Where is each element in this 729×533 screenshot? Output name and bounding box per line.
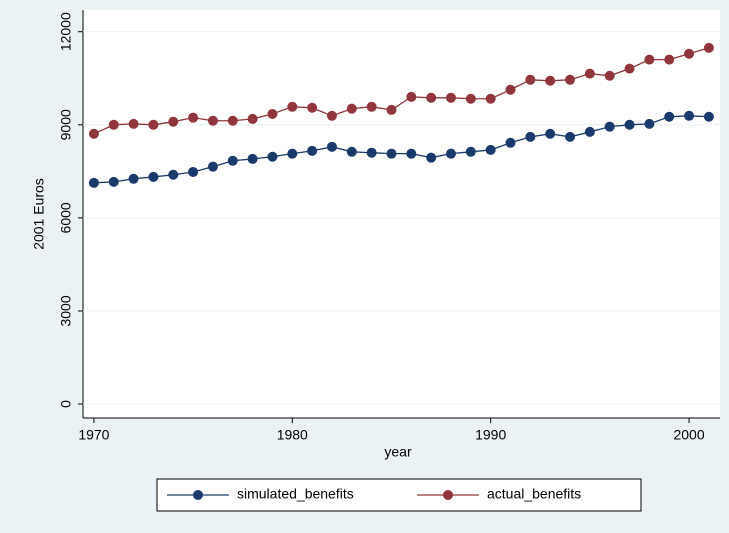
data-point bbox=[565, 131, 576, 142]
y-tick-label: 3000 bbox=[58, 295, 74, 326]
data-point bbox=[287, 148, 298, 159]
data-point bbox=[326, 110, 337, 121]
legend-label: actual_benefits bbox=[487, 486, 581, 502]
data-point bbox=[565, 74, 576, 85]
y-axis-title: 2001 Euros bbox=[31, 178, 47, 250]
data-point bbox=[604, 70, 615, 81]
x-axis-title: year bbox=[384, 444, 412, 460]
data-point bbox=[584, 68, 595, 79]
legend-marker bbox=[443, 490, 453, 500]
y-tick-label: 9000 bbox=[58, 109, 74, 140]
data-point bbox=[584, 126, 595, 137]
data-point bbox=[108, 119, 119, 130]
data-point bbox=[426, 152, 437, 163]
data-point bbox=[207, 115, 218, 126]
data-point bbox=[188, 112, 199, 123]
data-point bbox=[406, 91, 417, 102]
data-point bbox=[426, 92, 437, 103]
data-point bbox=[128, 173, 139, 184]
x-tick-label: 1990 bbox=[475, 427, 506, 443]
data-point bbox=[188, 166, 199, 177]
data-point bbox=[346, 146, 357, 157]
data-point bbox=[108, 176, 119, 187]
data-point bbox=[485, 93, 496, 104]
data-point bbox=[684, 48, 695, 59]
data-point bbox=[247, 153, 258, 164]
data-point bbox=[624, 119, 635, 130]
data-point bbox=[703, 42, 714, 53]
data-point bbox=[88, 177, 99, 188]
data-point bbox=[445, 148, 456, 159]
legend-label: simulated_benefits bbox=[237, 486, 354, 502]
data-point bbox=[207, 161, 218, 172]
data-point bbox=[525, 74, 536, 85]
data-point bbox=[386, 148, 397, 159]
data-point bbox=[406, 148, 417, 159]
x-tick-label: 1980 bbox=[277, 427, 308, 443]
y-tick-label: 12000 bbox=[58, 12, 74, 51]
data-point bbox=[465, 93, 476, 104]
data-point bbox=[465, 146, 476, 157]
plot-area bbox=[83, 10, 720, 418]
data-point bbox=[505, 84, 516, 95]
data-point bbox=[664, 111, 675, 122]
data-point bbox=[267, 108, 278, 119]
data-point bbox=[88, 128, 99, 139]
data-point bbox=[307, 145, 318, 156]
data-point bbox=[307, 102, 318, 113]
data-point bbox=[644, 118, 655, 129]
data-point bbox=[168, 169, 179, 180]
data-point bbox=[386, 104, 397, 115]
data-point bbox=[505, 137, 516, 148]
data-point bbox=[545, 128, 556, 139]
data-point bbox=[525, 131, 536, 142]
data-point bbox=[287, 101, 298, 112]
x-tick-label: 1970 bbox=[78, 427, 109, 443]
y-tick-label: 0 bbox=[58, 400, 74, 408]
data-point bbox=[247, 113, 258, 124]
data-point bbox=[644, 54, 655, 65]
x-tick-label: 2000 bbox=[673, 427, 704, 443]
data-point bbox=[684, 110, 695, 121]
data-point bbox=[624, 63, 635, 74]
data-point bbox=[545, 75, 556, 86]
data-point bbox=[128, 118, 139, 129]
data-point bbox=[148, 119, 159, 130]
data-point bbox=[227, 155, 238, 166]
data-point bbox=[326, 141, 337, 152]
data-point bbox=[366, 101, 377, 112]
data-point bbox=[485, 144, 496, 155]
data-point bbox=[227, 115, 238, 126]
y-tick-label: 6000 bbox=[58, 202, 74, 233]
data-point bbox=[267, 151, 278, 162]
data-point bbox=[148, 171, 159, 182]
legend-box bbox=[156, 478, 642, 512]
data-point bbox=[664, 54, 675, 65]
data-point bbox=[703, 111, 714, 122]
data-point bbox=[366, 147, 377, 158]
data-point bbox=[168, 116, 179, 127]
data-point bbox=[445, 92, 456, 103]
legend-marker bbox=[193, 490, 203, 500]
data-point bbox=[604, 121, 615, 132]
data-point bbox=[346, 103, 357, 114]
